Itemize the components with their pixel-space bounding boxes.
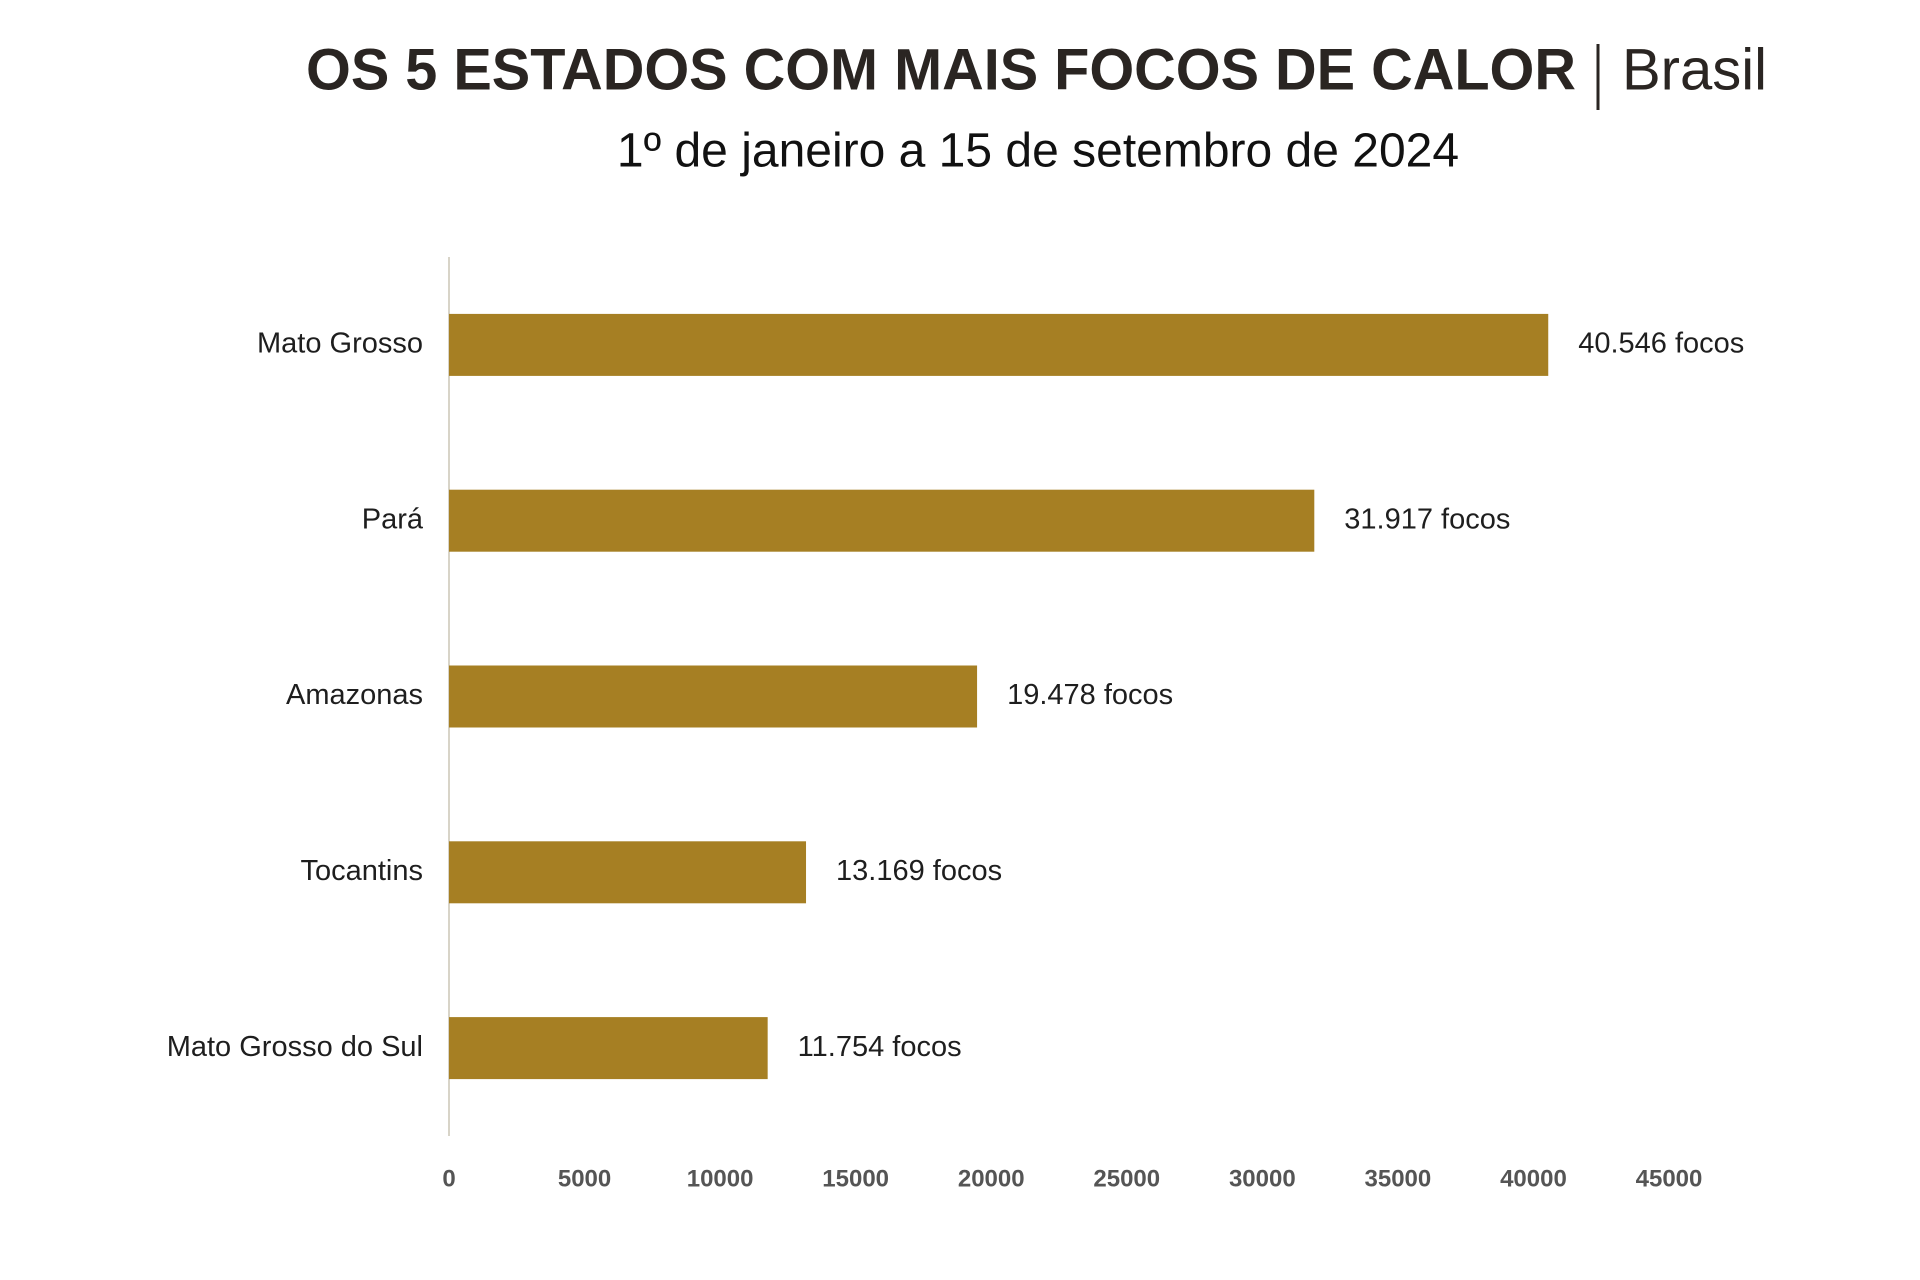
category-label: Tocantins: [300, 855, 423, 887]
x-tick-label: 45000: [1636, 1165, 1703, 1192]
value-label: 40.546 focos: [1578, 328, 1744, 360]
x-tick-label: 30000: [1229, 1165, 1296, 1192]
bar: [449, 313, 1549, 376]
category-label: Amazonas: [286, 679, 423, 711]
bar: [449, 665, 978, 728]
value-label: 13.169 focos: [836, 855, 1002, 887]
x-tick-label: 35000: [1365, 1165, 1432, 1192]
category-label: Mato Grosso: [257, 328, 423, 360]
category-label: Pará: [362, 503, 424, 535]
value-label: 31.917 focos: [1344, 503, 1510, 535]
value-label: 11.754 focos: [798, 1031, 962, 1063]
x-tick-label: 40000: [1500, 1165, 1567, 1192]
x-tick-label: 5000: [558, 1165, 611, 1192]
category-label: Mato Grosso do Sul: [167, 1031, 423, 1063]
chart-title-suffix: Brasil: [1622, 37, 1767, 102]
value-label: 19.478 focos: [1007, 679, 1173, 711]
bar: [449, 841, 807, 904]
chart-title: OS 5 ESTADOS COM MAIS FOCOS DE CALOR: [306, 37, 1576, 102]
x-tick-label: 10000: [687, 1165, 754, 1192]
x-tick-label: 0: [442, 1165, 455, 1192]
chart-subtitle: 1º de janeiro a 15 de setembro de 2024: [617, 125, 1459, 178]
x-tick-label: 15000: [822, 1165, 889, 1192]
bar: [449, 1017, 768, 1080]
x-tick-label: 25000: [1093, 1165, 1160, 1192]
x-tick-label: 20000: [958, 1165, 1025, 1192]
bar: [449, 489, 1315, 552]
